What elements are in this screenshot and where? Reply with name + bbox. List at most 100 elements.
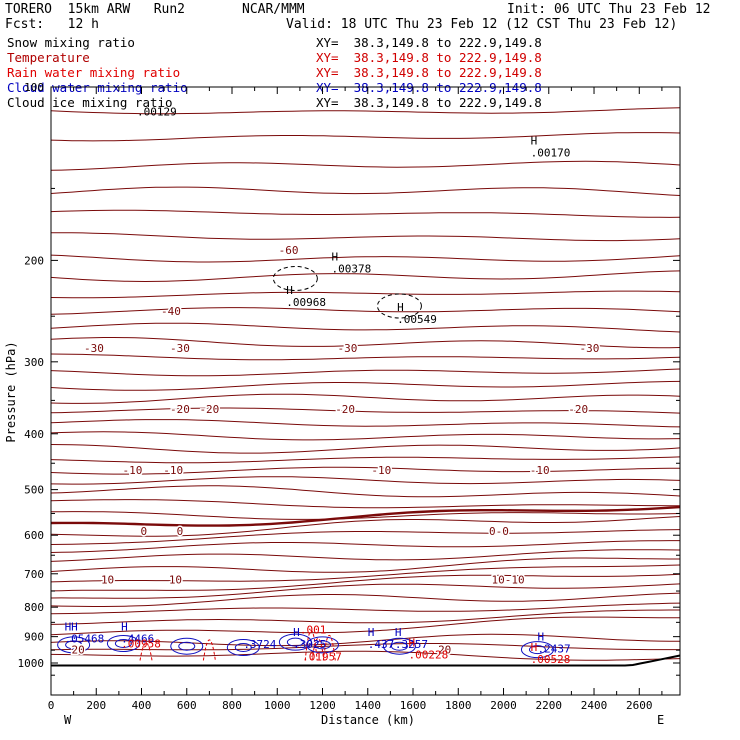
ice-contour	[272, 265, 318, 291]
isotherm	[50, 602, 681, 615]
isotherm-label: -20	[199, 403, 219, 416]
y-tick-label: 300	[24, 356, 44, 369]
isotherm	[50, 186, 681, 196]
rain-contour	[139, 642, 153, 661]
isotherm	[50, 444, 681, 454]
isotherm	[50, 583, 681, 599]
isotherm-label: -20	[568, 403, 588, 416]
ice-max-value: .00378	[332, 263, 372, 276]
isotherm-label: 10-10	[491, 573, 524, 586]
x-tick-label: 400	[132, 699, 152, 712]
cloud-max-mark: H	[293, 626, 300, 639]
legend-cloud-ice: Cloud ice mixing ratio	[7, 95, 173, 110]
isotherm	[50, 368, 681, 377]
isotherm	[50, 592, 681, 607]
x-tick-label: 0	[48, 699, 55, 712]
isotherm	[50, 573, 681, 592]
ice-max-value: .00170	[531, 146, 571, 159]
xy-snow: XY= 38.3,149.8 to 222.9,149.8	[316, 35, 542, 50]
isotherm	[50, 419, 681, 428]
cloud-water-contour	[106, 634, 140, 652]
isotherm	[50, 290, 681, 299]
isotherm	[50, 650, 681, 661]
isotherm-label: 0	[140, 525, 147, 538]
y-tick-label: 600	[24, 529, 44, 542]
isotherm-label: 0	[177, 525, 184, 538]
isotherm	[50, 431, 681, 441]
valid-time: Valid: 18 UTC Thu 23 Feb 12 (12 CST Thu …	[286, 17, 678, 32]
cloud-max-mark: H	[395, 626, 402, 639]
x-axis-label: Distance (km)	[321, 713, 415, 727]
ice-max-value: .00129	[137, 105, 177, 118]
legend-snow: Snow mixing ratio	[7, 35, 135, 50]
y-axis-label: Pressure (hPa)	[4, 341, 18, 442]
x-tick-label: 2400	[581, 699, 608, 712]
cloud-water-contour	[382, 637, 416, 655]
isotherm-label: -30	[84, 342, 104, 355]
isotherm-label: -30	[170, 342, 190, 355]
west-label: W	[64, 713, 72, 727]
cloud-max-value: .05468	[65, 633, 105, 646]
isotherm	[50, 107, 681, 115]
cloud-max-value: .437	[368, 638, 395, 651]
cloud-water-contour	[520, 641, 554, 659]
xy-cloud-ice: XY= 38.3,149.8 to 222.9,149.8	[316, 95, 542, 110]
cloud-water-contour	[278, 633, 312, 651]
isotherm	[50, 485, 681, 498]
cloud-max-mark: H	[368, 626, 375, 639]
cloud-max-value: .3025	[293, 638, 326, 651]
rain-contour	[311, 637, 325, 661]
y-tick-label: 200	[24, 254, 44, 267]
x-tick-label: 200	[86, 699, 106, 712]
rain-max-mark: H	[531, 641, 538, 654]
y-tick-label: 500	[24, 484, 44, 497]
x-tick-label: 2600	[626, 699, 653, 712]
rain-max-value: .00528	[531, 653, 571, 666]
rain-max-value: .01957	[302, 650, 342, 663]
rain-max-value: .001	[300, 623, 327, 636]
isotherm	[50, 476, 681, 485]
rain-max-value: .00228	[408, 648, 448, 661]
init-time: Init: 06 UTC Thu 23 Feb 12	[507, 2, 711, 17]
isotherm-label: -20	[335, 403, 355, 416]
cloud-water-contour	[226, 639, 260, 657]
rain-max-value: .00958	[121, 638, 161, 651]
cloud-water-contour	[306, 636, 340, 654]
legend-rain: Rain water mixing ratio	[7, 65, 181, 80]
isotherm	[50, 307, 681, 315]
rain-contour	[304, 630, 318, 661]
isotherm-label: -10	[371, 464, 391, 477]
isotherm-label: -30	[337, 342, 357, 355]
isotherm	[50, 633, 680, 647]
cloud-water-contour	[286, 637, 304, 647]
isotherm-label: -30	[580, 342, 600, 355]
ice-max-value: .00968	[286, 296, 326, 309]
x-tick-label: 600	[177, 699, 197, 712]
cloud-water-contour	[390, 641, 408, 651]
y-tick-label: 400	[24, 428, 44, 441]
isotherm	[50, 380, 681, 391]
isotherm	[50, 549, 681, 562]
isotherm-label: -20	[170, 403, 190, 416]
isotherm	[50, 511, 681, 520]
terrain-line	[51, 654, 681, 667]
cloud-water-contour	[170, 637, 204, 655]
isotherm	[50, 466, 680, 475]
isotherm-label: 10	[169, 573, 182, 586]
center-name: NCAR/MMM	[242, 2, 305, 17]
isotherm	[50, 609, 680, 625]
isotherm	[50, 557, 680, 573]
xy-rain: XY= 38.3,149.8 to 222.9,149.8	[316, 65, 542, 80]
isotherm	[50, 529, 681, 545]
cloud-max-mark: H	[537, 630, 544, 643]
isotherm-label: -60	[279, 244, 299, 257]
isotherm-label: 20	[72, 644, 85, 657]
cloud-max-value: .3257	[395, 638, 428, 651]
y-tick-label: 100	[24, 81, 44, 94]
x-tick-label: 2000	[490, 699, 517, 712]
isotherm	[50, 643, 680, 651]
xy-temperature: XY= 38.3,149.8 to 222.9,149.8	[316, 50, 542, 65]
isotherm	[50, 209, 681, 218]
ice-max-mark: H	[531, 134, 538, 147]
rain-contour	[322, 635, 336, 661]
